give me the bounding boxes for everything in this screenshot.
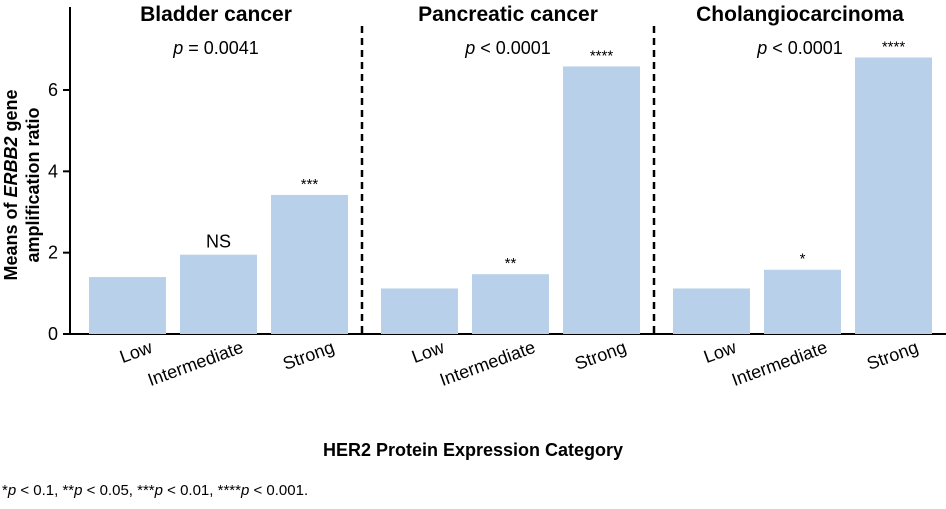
significance-label: * <box>800 251 806 268</box>
y-tick-label: 6 <box>48 80 58 100</box>
bar <box>563 66 640 334</box>
panel-title: Cholangiocarcinoma <box>696 3 904 26</box>
significance-label: NS <box>206 232 231 252</box>
x-category-label: Low <box>701 337 740 367</box>
panel-p-value: p = 0.0041 <box>172 38 259 58</box>
bar <box>764 269 841 334</box>
significance-label: ** <box>505 255 517 272</box>
bar <box>381 288 458 334</box>
y-tick-label: 4 <box>48 161 58 181</box>
significance-label: **** <box>590 47 614 64</box>
panel-p-value: p < 0.0001 <box>756 38 843 58</box>
bar <box>673 288 750 334</box>
x-category-label: Intermediate <box>437 337 538 390</box>
significance-footnote: *p < 0.1, **p < 0.05, ***p < 0.01, ****p… <box>2 482 309 499</box>
significance-label: *** <box>301 176 319 193</box>
significance-label: **** <box>882 38 906 55</box>
bar <box>855 57 932 334</box>
bar <box>472 274 549 334</box>
x-axis-title: HER2 Protein Expression Category <box>323 440 623 460</box>
x-category-label: Low <box>117 337 156 367</box>
panel-p-value: p < 0.0001 <box>464 38 551 58</box>
x-category-label: Strong <box>864 337 921 374</box>
panel-title: Bladder cancer <box>140 3 292 26</box>
x-category-label: Intermediate <box>729 337 830 390</box>
y-tick-label: 0 <box>48 324 58 344</box>
y-axis-label: Means of ERBB2 gene amplification ratio <box>1 89 43 280</box>
y-tick-label: 2 <box>48 243 58 263</box>
x-category-label: Intermediate <box>145 337 246 390</box>
bar <box>271 194 348 334</box>
x-category-label: Strong <box>572 337 629 374</box>
bar <box>89 277 166 334</box>
x-category-label: Strong <box>280 337 337 374</box>
panel-title: Pancreatic cancer <box>418 3 598 26</box>
x-category-label: Low <box>409 337 448 367</box>
bar <box>180 254 257 334</box>
